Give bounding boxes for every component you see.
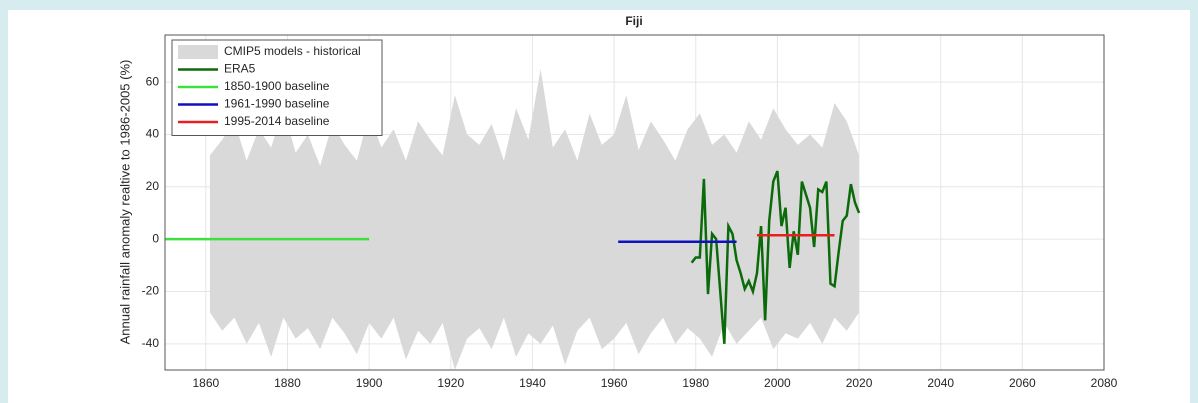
legend-label: ERA5 xyxy=(224,62,256,76)
x-tick-label: 1960 xyxy=(601,376,628,390)
model-range-band xyxy=(209,69,860,370)
series-line xyxy=(690,170,861,344)
y-tick-label: 60 xyxy=(146,74,160,88)
y-axis-label: Annual rainfall anomaly realtive to 1986… xyxy=(117,60,132,345)
chart-title: Fiji xyxy=(625,14,642,28)
axes-frame xyxy=(164,34,1105,371)
x-tick-label: 2020 xyxy=(846,376,873,390)
y-tick-label: -40 xyxy=(142,336,160,350)
y-tick-label: 40 xyxy=(146,127,160,141)
x-tick-label: 2060 xyxy=(1009,376,1036,390)
x-tick-label: 1860 xyxy=(192,376,219,390)
x-tick-label: 1940 xyxy=(519,376,546,390)
y-tick-label: 20 xyxy=(146,179,160,193)
x-tick-label: 2040 xyxy=(927,376,954,390)
legend-swatch xyxy=(178,45,218,59)
legend-label: 1995-2014 baseline xyxy=(224,114,330,128)
y-tick-label: -20 xyxy=(142,284,160,298)
legend-label: CMIP5 models - historical xyxy=(224,44,361,58)
x-tick-label: 2000 xyxy=(764,376,791,390)
x-tick-label: 1900 xyxy=(356,376,383,390)
legend-label: 1850-1900 baseline xyxy=(224,79,330,93)
x-tick-label: 1980 xyxy=(682,376,709,390)
legend-label: 1961-1990 baseline xyxy=(224,97,330,111)
x-tick-label: 1920 xyxy=(437,376,464,390)
x-tick-label: 1880 xyxy=(274,376,301,390)
y-tick-label: 0 xyxy=(152,231,159,245)
x-tick-label: 2080 xyxy=(1091,376,1118,390)
